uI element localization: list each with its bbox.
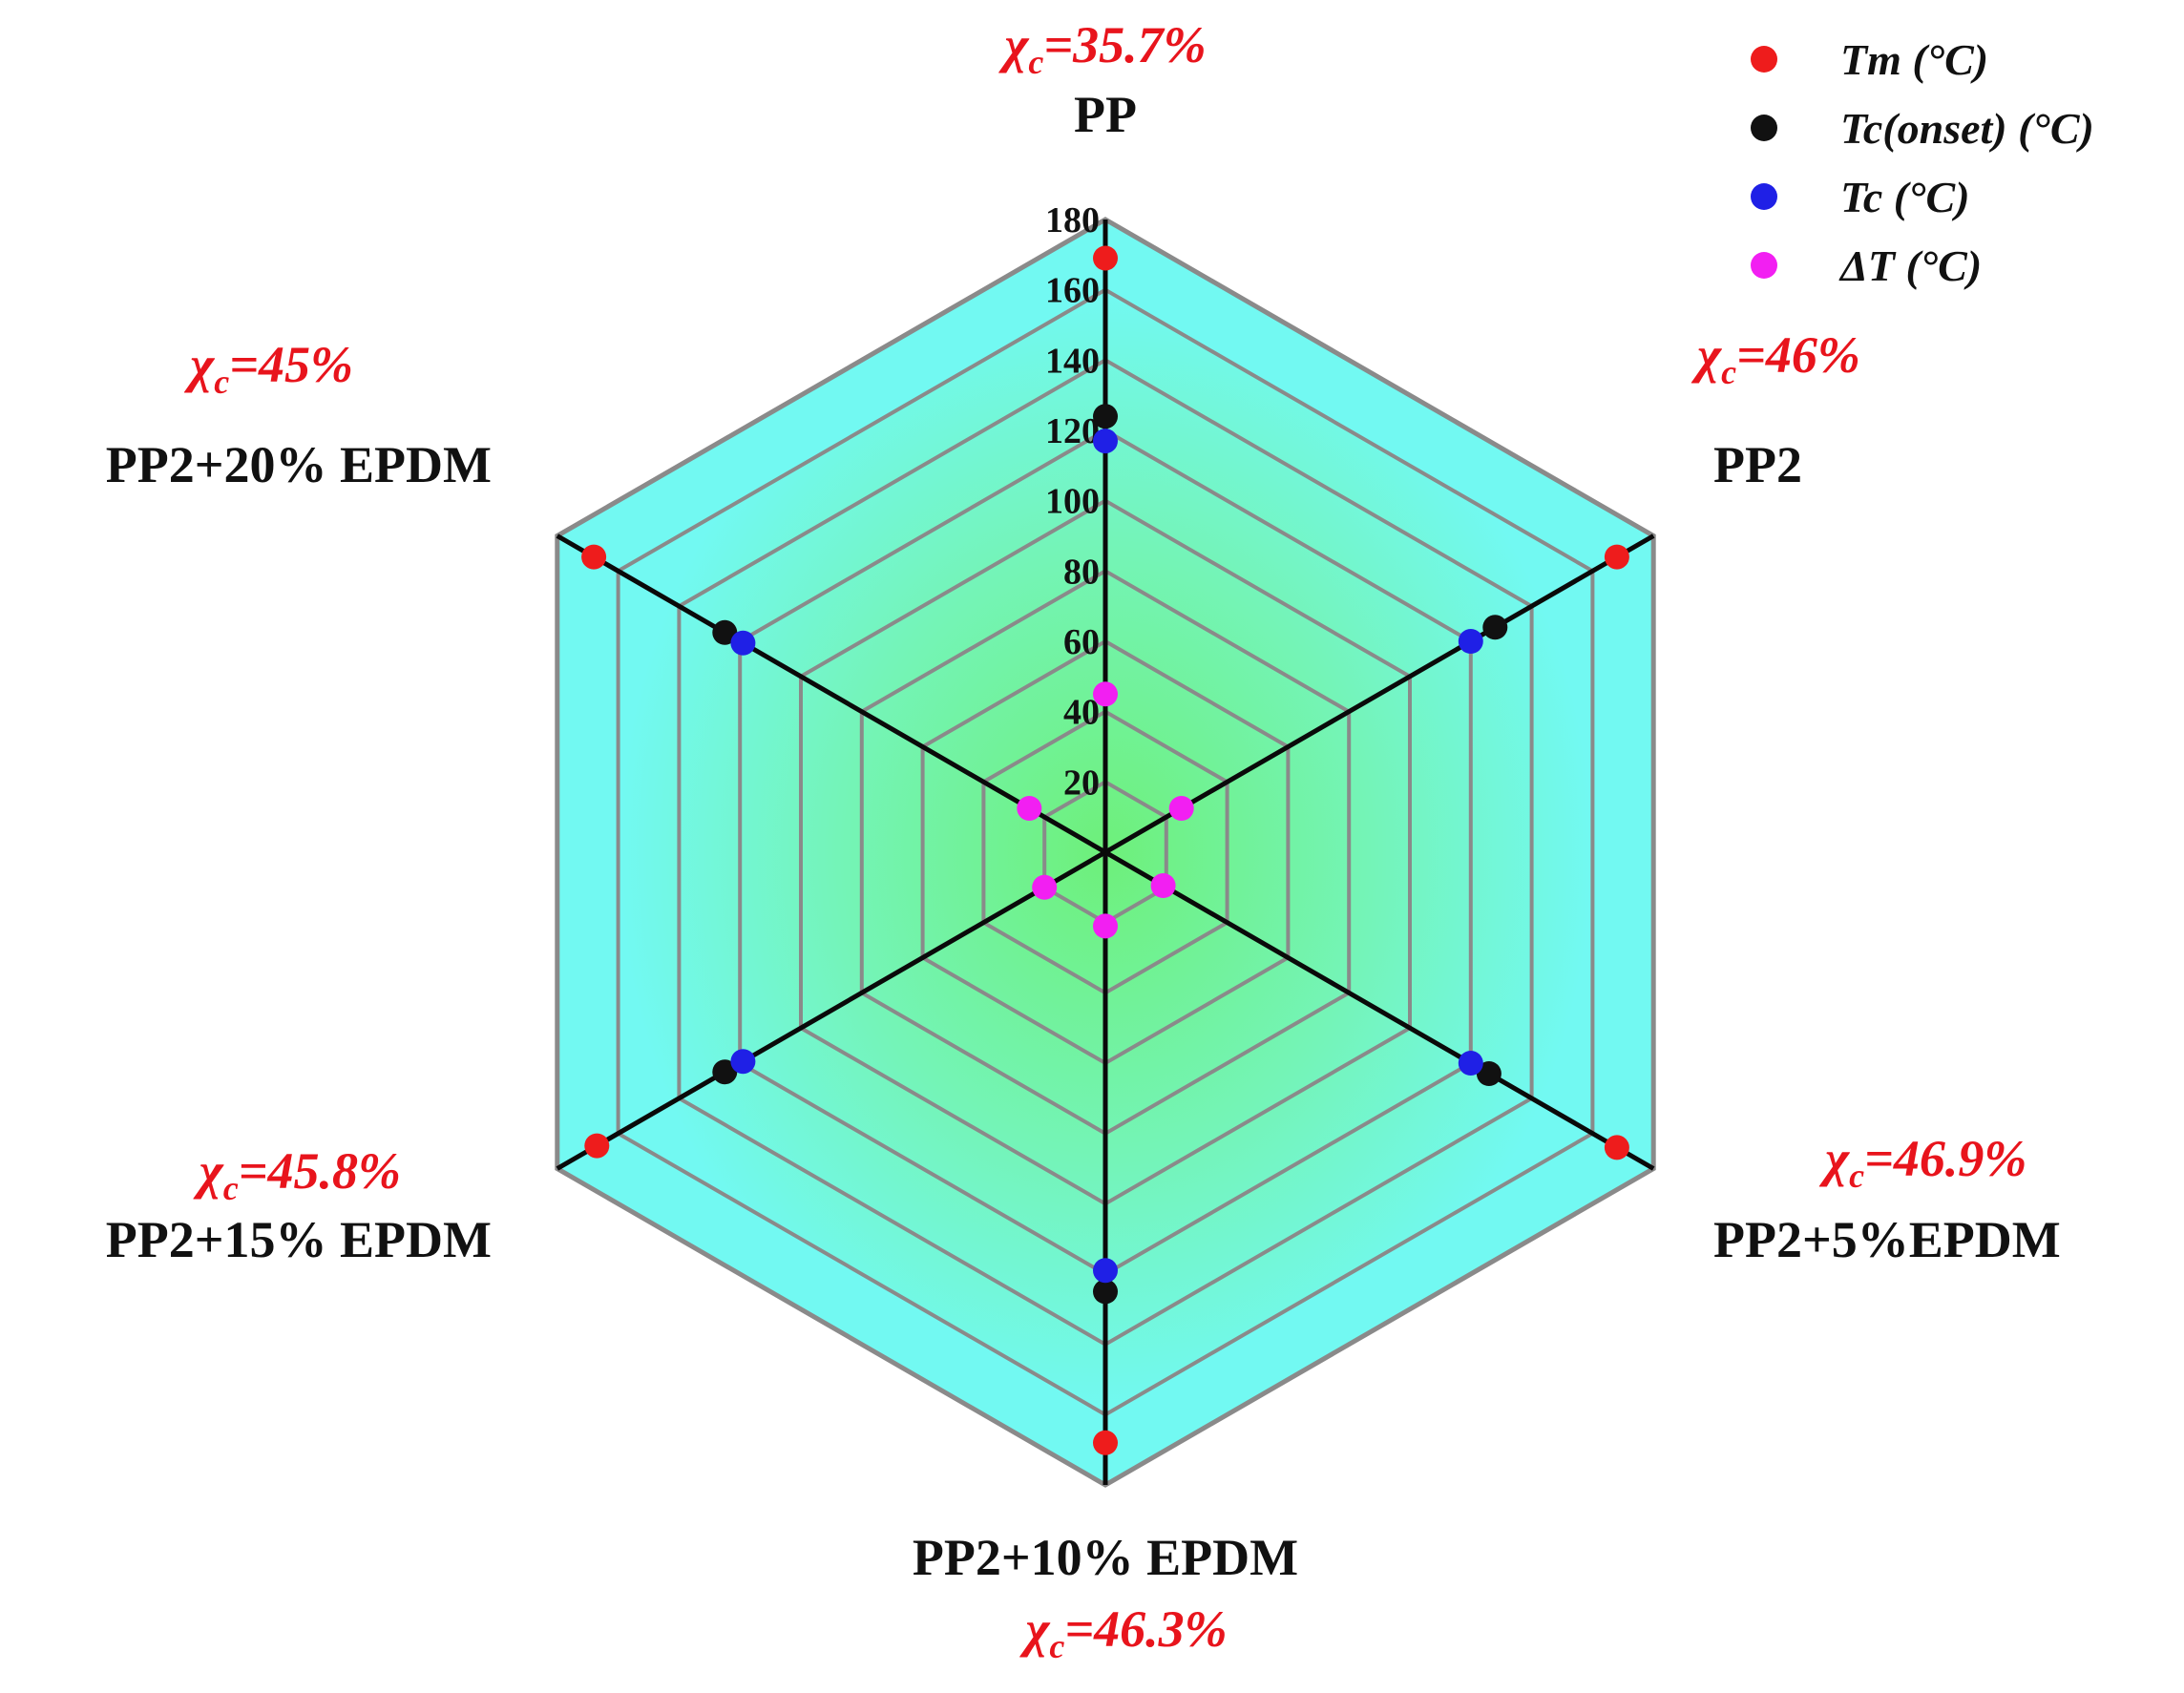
crystallinity-value: =35.7% — [1043, 16, 1206, 73]
spoke-1 — [1103, 533, 1655, 855]
point-s1-c5 — [712, 619, 738, 645]
point-s0-c2 — [1604, 1135, 1629, 1160]
point-s3-c1 — [1168, 796, 1194, 821]
crystallinity-symbol: χ — [998, 16, 1029, 73]
point-s0-c1 — [1604, 544, 1629, 570]
point-s1-c3 — [1093, 1279, 1118, 1305]
category-label-2: PP2+5%EPDM — [1713, 1211, 2061, 1268]
radar-spokes — [556, 219, 1655, 1485]
crystallinity-subscript: c — [1049, 1627, 1064, 1665]
crystallinity-label-2: χc=46.9% — [1818, 1130, 2026, 1195]
crystallinity-label-1: χc=46% — [1690, 326, 1860, 391]
crystallinity-subscript: c — [223, 1169, 239, 1207]
crystallinity-label-0: χc=35.7% — [998, 16, 1206, 81]
crystallinity-subscript: c — [1028, 43, 1043, 81]
spoke-2 — [1103, 849, 1655, 1171]
tick-label-100: 100 — [1045, 482, 1100, 522]
crystallinity-symbol: χ — [193, 1142, 224, 1200]
spoke-4 — [556, 849, 1107, 1171]
crystallinity-symbol: χ — [1018, 1600, 1050, 1658]
point-s2-c2 — [1458, 1051, 1483, 1076]
point-s0-c5 — [581, 544, 607, 570]
point-s0-c4 — [584, 1133, 610, 1159]
crystallinity-value: =45.8% — [239, 1142, 401, 1200]
tick-label-160: 160 — [1045, 271, 1100, 311]
point-s0-c3 — [1093, 1430, 1118, 1455]
category-label-4: PP2+15% EPDM — [106, 1211, 492, 1268]
crystallinity-value: =46.3% — [1064, 1600, 1227, 1658]
tick-label-120: 120 — [1045, 411, 1100, 451]
crystallinity-value: =46.9% — [1864, 1130, 2026, 1187]
legend-marker-3 — [1751, 252, 1777, 279]
crystallinity-symbol: χ — [183, 336, 215, 393]
category-label-0: PP — [1074, 86, 1137, 143]
crystallinity-value: =46% — [1736, 326, 1860, 384]
crystallinity-label-5: χc=45% — [183, 336, 353, 401]
point-s3-c4 — [1032, 874, 1058, 900]
point-s3-c5 — [1017, 796, 1042, 821]
tick-label-60: 60 — [1063, 622, 1100, 662]
crystallinity-subscript: c — [214, 363, 229, 401]
legend-label-2: Tc (°C) — [1840, 173, 1970, 221]
point-s2-c5 — [730, 630, 756, 656]
legend-label-1: Tc(onset) (°C) — [1840, 104, 2094, 153]
point-s0-c0 — [1093, 245, 1118, 271]
legend: Tm (°C) Tc(onset) (°C) Tc (°C) ΔT (°C) — [1751, 35, 2094, 290]
point-s3-c2 — [1150, 873, 1176, 898]
point-s1-c0 — [1093, 404, 1118, 429]
tick-label-140: 140 — [1045, 341, 1100, 381]
data-points — [581, 245, 1629, 1455]
legend-marker-2 — [1751, 183, 1777, 210]
crystallinity-label-3: χc=46.3% — [1018, 1600, 1227, 1665]
point-s2-c3 — [1093, 1258, 1118, 1284]
point-s1-c4 — [712, 1059, 738, 1085]
legend-marker-1 — [1751, 115, 1777, 141]
crystallinity-value: =45% — [229, 336, 353, 393]
tick-label-40: 40 — [1063, 693, 1100, 733]
point-s2-c4 — [730, 1049, 756, 1075]
point-s2-c0 — [1093, 428, 1118, 454]
legend-label-3: ΔT (°C) — [1838, 241, 1982, 290]
point-s2-c1 — [1458, 629, 1483, 654]
crystallinity-subscript: c — [1849, 1157, 1864, 1195]
category-labels: PPχc=35.7%PP2χc=46%PP2+5%EPDMχc=46.9%PP2… — [106, 16, 2061, 1665]
spoke-5 — [556, 533, 1107, 855]
tick-label-180: 180 — [1045, 200, 1100, 240]
radial-tick-labels: 20 40 60 80 100 120 140 160 180 — [1045, 200, 1100, 803]
crystallinity-symbol: χ — [1690, 326, 1722, 384]
point-s3-c0 — [1093, 681, 1118, 707]
category-label-5: PP2+20% EPDM — [106, 436, 492, 493]
crystallinity-subscript: c — [1721, 353, 1736, 391]
legend-marker-0 — [1751, 46, 1777, 73]
legend-label-0: Tm (°C) — [1840, 35, 1988, 84]
category-label-3: PP2+10% EPDM — [913, 1529, 1298, 1586]
tick-label-80: 80 — [1063, 552, 1100, 592]
crystallinity-label-4: χc=45.8% — [193, 1142, 401, 1207]
category-label-1: PP2 — [1713, 436, 1802, 493]
crystallinity-symbol: χ — [1818, 1130, 1850, 1187]
tick-label-20: 20 — [1063, 763, 1100, 803]
point-s3-c3 — [1093, 913, 1118, 939]
point-s1-c1 — [1482, 615, 1508, 640]
point-s1-c2 — [1476, 1061, 1502, 1086]
